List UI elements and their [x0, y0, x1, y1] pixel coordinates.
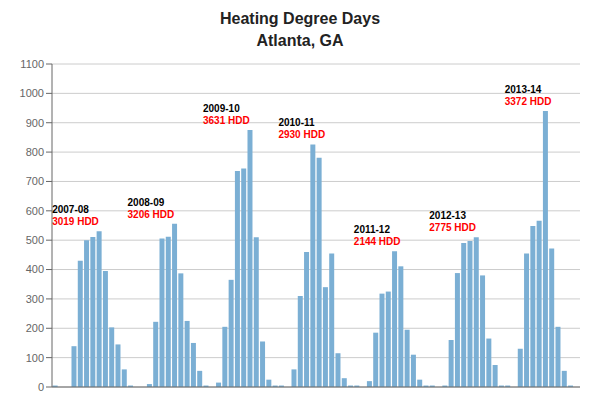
- svg-text:2144 HDD: 2144 HDD: [354, 236, 401, 247]
- svg-text:2775 HDD: 2775 HDD: [429, 222, 476, 233]
- svg-text:2007-08: 2007-08: [52, 204, 89, 215]
- svg-text:2008-09: 2008-09: [128, 197, 165, 208]
- svg-text:800: 800: [26, 146, 44, 158]
- svg-text:3372 HDD: 3372 HDD: [505, 96, 552, 107]
- svg-text:700: 700: [26, 175, 44, 187]
- svg-text:3206 HDD: 3206 HDD: [128, 209, 175, 220]
- svg-text:1100: 1100: [20, 58, 44, 70]
- svg-text:0: 0: [38, 381, 44, 393]
- svg-text:900: 900: [26, 117, 44, 129]
- svg-text:300: 300: [26, 293, 44, 305]
- html-text:Heating Degree Days: Heating Degree Days: [220, 10, 380, 27]
- svg-text:200: 200: [26, 322, 44, 334]
- svg-text:2013-14: 2013-14: [505, 84, 542, 95]
- svg-text:100: 100: [26, 352, 44, 364]
- svg-text:2930 HDD: 2930 HDD: [278, 129, 325, 140]
- svg-text:2009-10: 2009-10: [203, 103, 240, 114]
- svg-text:3019 HDD: 3019 HDD: [52, 216, 99, 227]
- svg-text:1000: 1000: [20, 87, 44, 99]
- svg-text:600: 600: [26, 205, 44, 217]
- svg-text:2010-11: 2010-11: [278, 117, 315, 128]
- svg-text:3631 HDD: 3631 HDD: [203, 115, 250, 126]
- html-text:Atlanta, GA: Atlanta, GA: [256, 32, 344, 49]
- svg-text:2012-13: 2012-13: [429, 210, 466, 221]
- svg-text:2011-12: 2011-12: [354, 224, 391, 235]
- svg-text:500: 500: [26, 234, 44, 246]
- svg-text:400: 400: [26, 263, 44, 275]
